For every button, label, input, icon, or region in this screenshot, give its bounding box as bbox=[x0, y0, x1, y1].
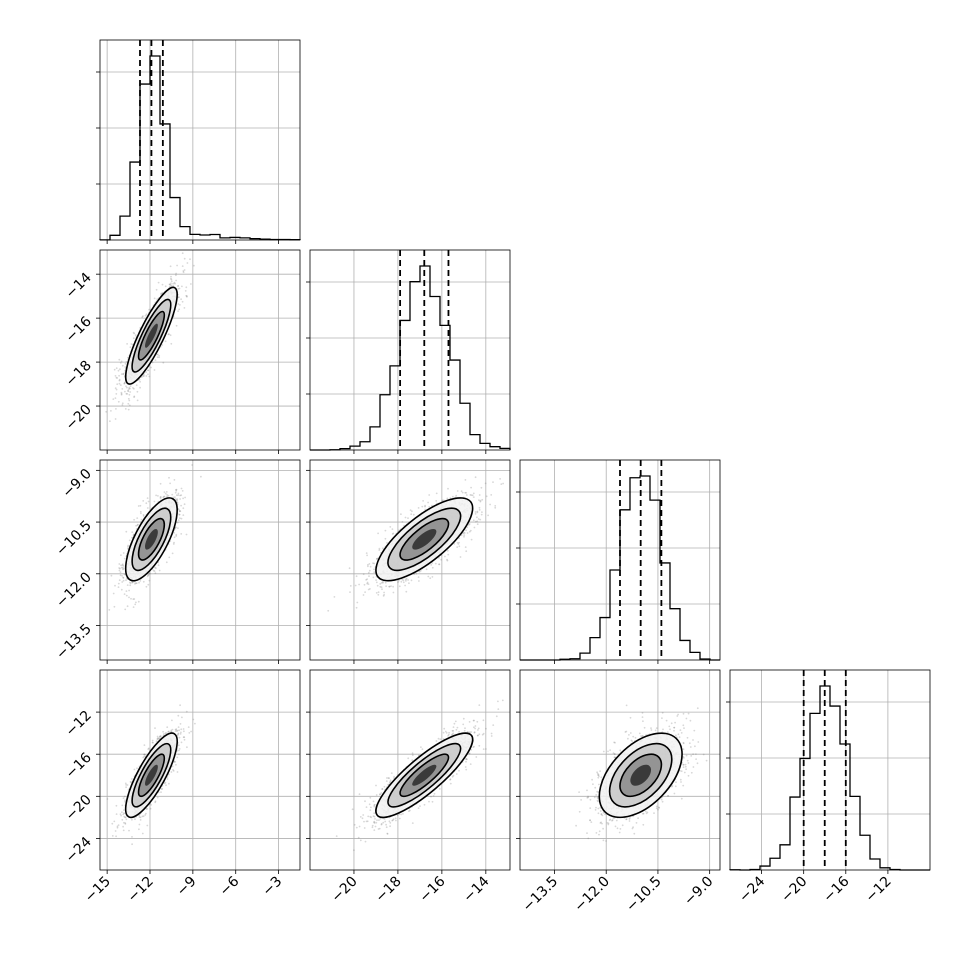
density-contour bbox=[144, 764, 158, 786]
y-tick-label: −13.5 bbox=[53, 621, 95, 663]
panel-3-0: −15 −12 −9 −6 −3 −24 −20 −16 −12 bbox=[63, 669, 301, 906]
panel-frame bbox=[519, 669, 721, 871]
panel-frame bbox=[99, 249, 301, 451]
x-tick-label: −16 bbox=[820, 873, 852, 905]
x-tick-label: −10.5 bbox=[623, 874, 665, 916]
x-tick-label: −3 bbox=[259, 874, 285, 900]
density-contour bbox=[145, 528, 158, 550]
y-tick-label: −16 bbox=[63, 750, 95, 782]
density-contour bbox=[412, 528, 437, 550]
x-tick-label: −12 bbox=[863, 874, 895, 906]
panel-3-2: −13.5 −12.0 −10.5 −9.0 bbox=[516, 669, 721, 916]
y-tick-label: −12 bbox=[63, 708, 95, 740]
panel-2-0: −13.5 −12.0 −10.5 −9.0 bbox=[53, 459, 301, 664]
y-tick-label: −12.0 bbox=[53, 569, 95, 611]
panel-frame bbox=[99, 459, 301, 661]
x-tick-label: −13.5 bbox=[520, 874, 562, 916]
panel-frame bbox=[309, 669, 511, 871]
x-tick-label: −6 bbox=[217, 873, 243, 899]
panel-frame bbox=[99, 39, 301, 241]
x-tick-label: −18 bbox=[373, 874, 405, 906]
panel-frame bbox=[309, 249, 511, 451]
panel-frame bbox=[309, 459, 511, 661]
y-tick-label: −9.0 bbox=[59, 466, 94, 501]
y-tick-label: −10.5 bbox=[53, 518, 95, 560]
histogram bbox=[310, 265, 511, 451]
panel-2-1 bbox=[306, 459, 511, 664]
y-tick-label: −20 bbox=[63, 792, 95, 824]
y-tick-label: −16 bbox=[63, 314, 95, 346]
panel-frame bbox=[519, 459, 721, 661]
x-tick-label: −9 bbox=[174, 874, 200, 900]
panel-2-2 bbox=[516, 459, 721, 664]
histogram bbox=[729, 685, 930, 871]
x-tick-label: −20 bbox=[778, 874, 810, 906]
y-tick-label: −20 bbox=[63, 402, 95, 434]
x-tick-label: −15 bbox=[82, 874, 114, 906]
x-tick-label: −12 bbox=[125, 874, 157, 906]
y-tick-label: −24 bbox=[63, 834, 95, 866]
panel-1-1 bbox=[306, 249, 511, 454]
density-contour bbox=[630, 764, 652, 786]
panel-frame bbox=[729, 669, 931, 871]
density-contour bbox=[145, 323, 158, 348]
x-tick-label: −24 bbox=[736, 873, 768, 905]
x-tick-label: −9.0 bbox=[681, 874, 716, 909]
histogram bbox=[520, 475, 720, 661]
x-tick-label: −12.0 bbox=[571, 874, 613, 916]
panel-frame bbox=[99, 669, 301, 871]
panel-3-3: −24 −20 −16 −12 bbox=[726, 669, 931, 906]
density-contour bbox=[412, 764, 437, 786]
y-tick-label: −14 bbox=[63, 270, 95, 302]
panel-3-1: −20 −18 −16 −14 bbox=[306, 669, 511, 906]
histogram bbox=[99, 55, 301, 241]
x-tick-label: −14 bbox=[460, 873, 492, 905]
x-tick-label: −20 bbox=[329, 874, 361, 906]
y-tick-label: −18 bbox=[63, 358, 95, 390]
x-tick-label: −16 bbox=[416, 873, 448, 905]
panel-1-0: −20 −18 −16 −14 bbox=[63, 249, 301, 454]
panel-0-0 bbox=[96, 39, 301, 244]
